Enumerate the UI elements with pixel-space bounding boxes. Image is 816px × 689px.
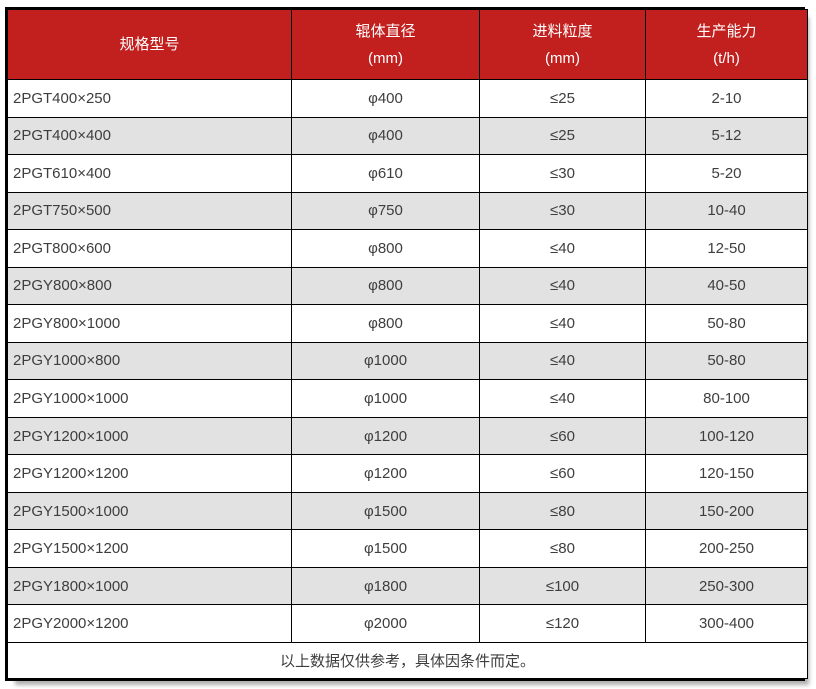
column-header-model: 规格型号 [7,9,292,80]
cell-model: 2PGY1500×1200 [7,529,292,568]
table-row: 2PGY1500×1000 φ1500 ≤80 150-200 [7,491,808,531]
cell-capacity: 40-50 [645,266,808,306]
cell-feed-size: ≤40 [479,304,646,343]
table-row: 2PGT800×600 φ800 ≤40 12-50 [7,229,808,268]
cell-capacity: 80-100 [645,379,808,418]
cell-model: 2PGY800×1000 [7,304,292,343]
table-row: 2PGY1200×1000 φ1200 ≤60 100-120 [7,416,808,456]
column-header-feed-size: 进料粒度 (mm) [479,9,646,80]
cell-model: 2PGT800×600 [7,229,292,268]
column-title: 生产能力 [696,22,757,40]
cell-model: 2PGT400×400 [7,116,292,156]
cell-feed-size: ≤30 [479,154,646,193]
cell-model: 2PGT610×400 [7,154,292,193]
cell-capacity: 150-200 [645,491,808,531]
cell-model: 2PGY1800×1000 [7,566,292,606]
cell-model: 2PGT750×500 [7,191,292,231]
cell-capacity: 5-20 [645,154,808,193]
cell-capacity: 5-12 [645,116,808,156]
column-title: 规格型号 [119,36,180,53]
cell-diameter: φ800 [291,266,480,306]
cell-capacity: 120-150 [645,454,808,493]
column-unit: (t/h) [713,49,740,67]
cell-capacity: 2-10 [645,79,808,118]
column-unit: (mm) [368,49,403,67]
column-header-roller-diameter: 辊体直径 (mm) [291,9,480,80]
cell-model: 2PGY1000×800 [7,341,292,381]
table-row: 2PGY800×800 φ800 ≤40 40-50 [7,266,808,306]
table-row: 2PGT610×400 φ610 ≤30 5-20 [7,154,808,193]
header-row: 规格型号 辊体直径 (mm) 进料粒度 (mm) 生产能力 (t/h) [7,9,808,80]
cell-diameter: φ1800 [291,566,480,606]
column-title: 进料粒度 [532,22,593,40]
column-unit: (mm) [545,49,580,67]
cell-model: 2PGT400×250 [7,79,292,118]
spec-table-footer: 以上数据仅供参考，具体因条件而定。 [7,642,808,679]
table-row: 2PGY1500×1200 φ1500 ≤80 200-250 [7,529,808,568]
table-row: 2PGY1200×1200 φ1200 ≤60 120-150 [7,454,808,493]
cell-feed-size: ≤60 [479,416,646,456]
footer-note: 以上数据仅供参考，具体因条件而定。 [7,642,808,679]
column-title: 辊体直径 [355,22,416,40]
spec-table-header: 规格型号 辊体直径 (mm) 进料粒度 (mm) 生产能力 (t/h) [7,9,808,80]
cell-diameter: φ400 [291,116,480,156]
cell-model: 2PGY800×800 [7,266,292,306]
cell-capacity: 12-50 [645,229,808,268]
cell-diameter: φ400 [291,79,480,118]
cell-capacity: 50-80 [645,341,808,381]
cell-feed-size: ≤40 [479,266,646,306]
spec-table-body: 2PGT400×250 φ400 ≤25 2-10 2PGT400×400 φ400 ≤25… [7,79,808,643]
cell-feed-size: ≤40 [479,379,646,418]
cell-feed-size: ≤30 [479,191,646,231]
cell-feed-size: ≤40 [479,229,646,268]
table-row: 2PGY800×1000 φ800 ≤40 50-80 [7,304,808,343]
cell-diameter: φ1200 [291,416,480,456]
table-row: 2PGY1000×800 φ1000 ≤40 50-80 [7,341,808,381]
table-row: 2PGT750×500 φ750 ≤30 10-40 [7,191,808,231]
cell-diameter: φ1000 [291,341,480,381]
cell-diameter: φ800 [291,229,480,268]
column-header-capacity: 生产能力 (t/h) [645,9,808,80]
table-row: 2PGT400×400 φ400 ≤25 5-12 [7,116,808,156]
cell-capacity: 300-400 [645,604,808,643]
cell-diameter: φ2000 [291,604,480,643]
cell-model: 2PGY1000×1000 [7,379,292,418]
cell-feed-size: ≤100 [479,566,646,606]
cell-capacity: 50-80 [645,304,808,343]
cell-diameter: φ1200 [291,454,480,493]
cell-feed-size: ≤80 [479,529,646,568]
cell-model: 2PGY1500×1000 [7,491,292,531]
table-row: 2PGT400×250 φ400 ≤25 2-10 [7,79,808,118]
cell-capacity: 100-120 [645,416,808,456]
cell-capacity: 250-300 [645,566,808,606]
table-row: 2PGY1000×1000 φ1000 ≤40 80-100 [7,379,808,418]
cell-model: 2PGY1200×1000 [7,416,292,456]
cell-capacity: 200-250 [645,529,808,568]
cell-model: 2PGY2000×1200 [7,604,292,643]
cell-feed-size: ≤80 [479,491,646,531]
cell-capacity: 10-40 [645,191,808,231]
cell-diameter: φ1000 [291,379,480,418]
cell-feed-size: ≤120 [479,604,646,643]
cell-feed-size: ≤25 [479,116,646,156]
spec-table: 规格型号 辊体直径 (mm) 进料粒度 (mm) 生产能力 (t/h) 2PGT400×25… [7,9,808,679]
cell-feed-size: ≤60 [479,454,646,493]
spec-table-container: 规格型号 辊体直径 (mm) 进料粒度 (mm) 生产能力 (t/h) 2PGT400×25… [5,7,808,681]
cell-diameter: φ750 [291,191,480,231]
table-row: 2PGY1800×1000 φ1800 ≤100 250-300 [7,566,808,606]
cell-feed-size: ≤25 [479,79,646,118]
cell-model: 2PGY1200×1200 [7,454,292,493]
cell-diameter: φ800 [291,304,480,343]
table-row: 2PGY2000×1200 φ2000 ≤120 300-400 [7,604,808,643]
cell-diameter: φ1500 [291,491,480,531]
cell-diameter: φ610 [291,154,480,193]
cell-feed-size: ≤40 [479,341,646,381]
cell-diameter: φ1500 [291,529,480,568]
footer-row: 以上数据仅供参考，具体因条件而定。 [7,642,808,679]
